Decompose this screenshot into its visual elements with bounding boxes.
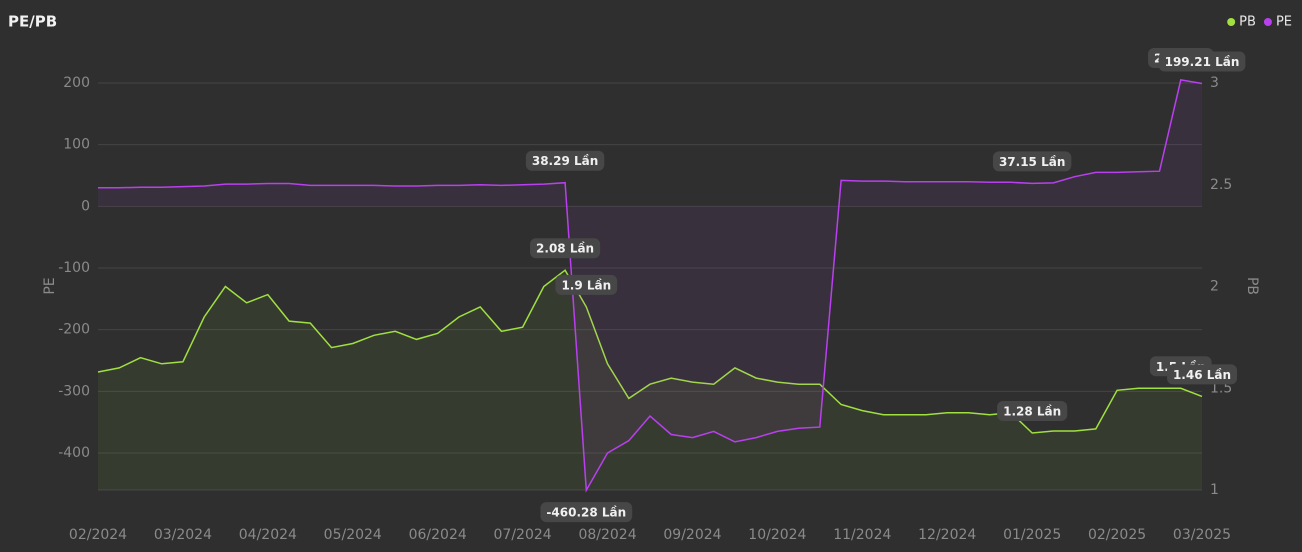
y2-tick-label: 3 [1210, 75, 1219, 91]
area [98, 270, 1202, 490]
x-tick-label: 02/2024 [69, 527, 127, 543]
x-tick-label: 05/2024 [324, 527, 382, 543]
data-label-text: 1.46 Lần [1173, 368, 1231, 382]
y-tick-label: 100 [63, 137, 90, 153]
x-tick-label: 12/2024 [918, 527, 976, 543]
data-label-box [525, 150, 605, 171]
data-label-box [530, 238, 601, 259]
data-label-text: 37.15 Lần [999, 155, 1065, 169]
data-label: 199.21 Lần [1158, 51, 1246, 72]
legend-label: PB [1239, 15, 1256, 30]
data-label-text: 38.29 Lần [532, 154, 598, 168]
y-tick-label: -200 [58, 322, 90, 338]
data-label: 1.9 Lần [555, 274, 618, 295]
x-tick-label: 02/2025 [1088, 527, 1146, 543]
x-tick-label: 07/2024 [494, 527, 552, 543]
legend-label: PE [1276, 15, 1292, 30]
y-tick-label: -400 [58, 445, 90, 461]
x-tick-label: 09/2024 [663, 527, 721, 543]
data-label-text: -460.28 Lần [546, 506, 626, 520]
x-tick-label: 01/2025 [1003, 527, 1061, 543]
y2-tick-label: 2 [1210, 279, 1219, 295]
x-tick-label: 04/2024 [239, 527, 297, 543]
data-label-box [1166, 364, 1238, 385]
y2-axis-title: PB [1244, 277, 1260, 295]
data-label: 38.29 Lần [525, 150, 605, 171]
y-tick-label: -100 [58, 260, 90, 276]
data-label: 37.15 Lần [992, 151, 1072, 172]
x-tick-label: 03/2024 [154, 527, 212, 543]
y-tick-label: -300 [58, 383, 90, 399]
x-tick-label: 08/2024 [578, 527, 636, 543]
data-label-box [997, 401, 1068, 422]
y-axis-title: PE [42, 277, 58, 294]
y-tick-label: 200 [63, 75, 90, 91]
y-tick-label: 0 [81, 198, 90, 214]
x-tick-label: 06/2024 [409, 527, 467, 543]
line [98, 79, 1203, 493]
legend-marker [1227, 18, 1236, 26]
data-label-text: 199.21 Lần [1165, 55, 1240, 69]
data-label: -460.28 Lần [540, 502, 633, 523]
x-tick-label: 10/2024 [748, 527, 806, 543]
legend-marker [1263, 18, 1272, 26]
data-label-box [540, 502, 633, 523]
data-label: 2.08 Lần [530, 238, 601, 259]
data-label-box [992, 151, 1072, 172]
chart-title: PE/PB [8, 13, 57, 31]
x-tick-label: 03/2025 [1173, 527, 1231, 543]
data-label-text: 1.9 Lần [561, 278, 611, 292]
y2-tick-label: 1 [1210, 482, 1219, 498]
data-label: 1.28 Lần [997, 401, 1068, 422]
data-label-text: 1.28 Lần [1003, 405, 1061, 419]
area [98, 79, 1202, 491]
data-label: 1.46 Lần [1166, 364, 1238, 385]
data-label-box [555, 274, 618, 295]
data-label-box [1158, 51, 1246, 72]
y2-tick-label: 2.5 [1210, 177, 1232, 193]
x-tick-label: 11/2024 [833, 527, 891, 543]
data-label-text: 2.08 Lần [536, 242, 594, 256]
